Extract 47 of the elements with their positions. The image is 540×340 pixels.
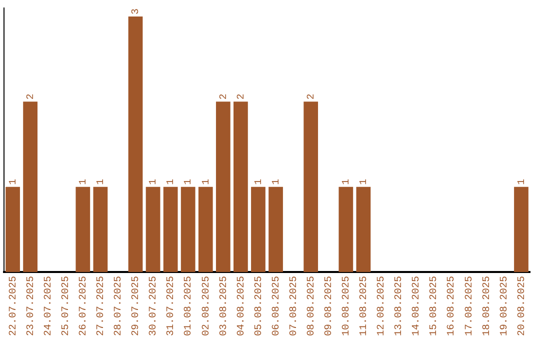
data-label: 2 [236,94,248,100]
data-label: 1 [166,178,178,185]
x-tick-label: 18.08.2025 [482,276,493,336]
x-tick-label: 23.07.2025 [26,276,37,336]
x-tick-label: 10.08.2025 [342,276,353,336]
data-label: 1 [78,178,90,185]
data-label: 1 [359,178,370,185]
x-tick-label: 27.07.2025 [96,276,108,336]
data-label: 3 [131,8,142,15]
x-tick-label: 13.08.2025 [394,276,406,336]
data-label: 1 [516,178,528,185]
data-label: 2 [218,94,230,100]
x-tick-label: 01.08.2025 [184,276,195,336]
x-tick-label: 04.08.2025 [236,276,248,336]
data-label: 1 [254,178,265,185]
data-label: 2 [26,94,37,100]
x-tick-label: 11.08.2025 [359,276,370,336]
data-label: 1 [148,178,160,185]
data-label: 2 [306,94,318,100]
x-tick-label: 07.08.2025 [288,276,300,336]
data-label: 1 [184,178,195,185]
x-tick-label: 25.07.2025 [61,276,72,336]
x-tick-label: 06.08.2025 [271,276,282,336]
x-tick-label: 14.08.2025 [412,276,423,336]
x-tick-label: 08.08.2025 [306,276,318,336]
x-tick-label: 28.07.2025 [114,276,125,336]
x-tick-label: 16.08.2025 [446,276,458,336]
x-tick-label: 22.07.2025 [8,276,20,336]
data-label: 1 [271,178,282,185]
x-tick-label: 05.08.2025 [254,276,265,336]
x-tick-label: 03.08.2025 [218,276,230,336]
x-tick-label: 31.07.2025 [166,276,178,336]
data-label: 1 [96,178,108,185]
x-tick-label: 15.08.2025 [429,276,440,336]
x-tick-label: 09.08.2025 [324,276,336,336]
x-tick-label: 26.07.2025 [78,276,90,336]
x-tick-label: 20.08.2025 [516,276,528,336]
data-label: 1 [201,178,212,185]
x-tick-label: 12.08.2025 [376,276,388,336]
x-tick-label: 24.07.2025 [43,276,54,336]
data-label: 1 [8,178,20,185]
x-tick-label: 30.07.2025 [148,276,160,336]
x-tick-label: 29.07.2025 [131,276,142,336]
x-tick-label: 02.08.2025 [201,276,212,336]
x-tick-label: 19.08.2025 [499,276,510,336]
data-label: 1 [342,178,353,185]
x-tick-label: 17.08.2025 [464,276,476,336]
